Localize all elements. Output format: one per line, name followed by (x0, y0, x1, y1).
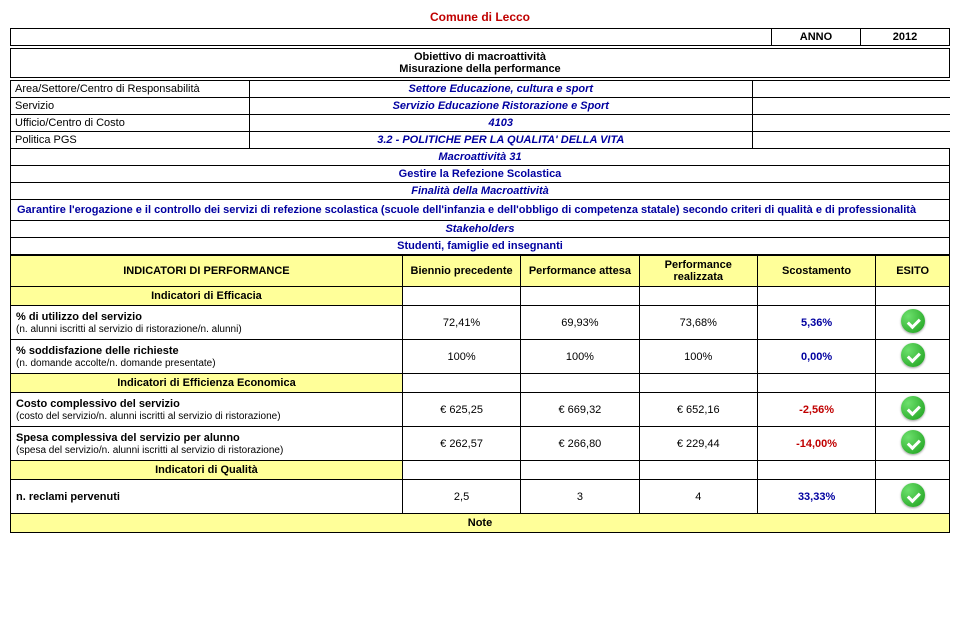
meta-label: Ufficio/Centro di Costo (10, 115, 249, 131)
municipality-header: Comune di Lecco (10, 10, 950, 24)
row-label: % di utilizzo del servizio (16, 311, 142, 323)
col-scost: Scostamento (757, 256, 875, 287)
table-row: % soddisfazione delle richieste(n. doman… (11, 340, 950, 374)
subheader-line2: Misurazione della performance (13, 63, 947, 75)
cell-realizzata: 73,68% (639, 306, 757, 340)
row-label: n. reclami pervenuti (16, 491, 120, 503)
table-row: Spesa complessiva del servizio per alunn… (11, 427, 950, 461)
meta-value: 3.2 - POLITICHE PER LA QUALITA' DELLA VI… (249, 132, 753, 148)
col-esito: ESITO (876, 256, 950, 287)
cell-attesa: € 669,32 (521, 393, 639, 427)
check-icon (901, 483, 925, 507)
meta-label: Politica PGS (10, 132, 249, 148)
meta-value: Settore Educazione, cultura e sport (249, 81, 753, 97)
row-label: Spesa complessiva del servizio per alunn… (16, 432, 240, 444)
row-label: % soddisfazione delle richieste (16, 345, 179, 357)
cell-esito (876, 480, 950, 514)
cell-scost: 5,36% (757, 306, 875, 340)
cell-esito (876, 427, 950, 461)
finalita-text: Garantire l'erogazione e il controllo de… (10, 200, 950, 221)
section-efficacia: Indicatori di Efficacia (11, 287, 403, 306)
col-attesa: Performance attesa (521, 256, 639, 287)
meta-value: 4103 (249, 115, 753, 131)
finalita-label: Finalità della Macroattività (10, 183, 950, 200)
cell-biennio: € 262,57 (402, 427, 520, 461)
cell-attesa: 69,93% (521, 306, 639, 340)
cell-scost: -2,56% (757, 393, 875, 427)
row-sub: (n. alunni iscritti al servizio di risto… (16, 324, 242, 335)
subheader: Obiettivo di macroattività Misurazione d… (10, 48, 950, 78)
row-label: Costo complessivo del servizio (16, 398, 180, 410)
check-icon (901, 309, 925, 333)
cell-biennio: € 625,25 (402, 393, 520, 427)
macro-value: Gestire la Refezione Scolastica (10, 166, 950, 183)
cell-biennio: 100% (402, 340, 520, 374)
check-icon (901, 396, 925, 420)
note-header: Note (11, 514, 950, 533)
subheader-line1: Obiettivo di macroattività (13, 51, 947, 63)
check-icon (901, 343, 925, 367)
table-row: Costo complessivo del servizio(costo del… (11, 393, 950, 427)
meta-label: Servizio (10, 98, 249, 114)
section-qualita: Indicatori di Qualità (11, 461, 403, 480)
cell-attesa: 3 (521, 480, 639, 514)
cell-esito (876, 306, 950, 340)
check-icon (901, 430, 925, 454)
year-value: 2012 (861, 29, 949, 45)
cell-scost: 33,33% (757, 480, 875, 514)
section-efficienza: Indicatori di Efficienza Economica (11, 374, 403, 393)
meta-label: Area/Settore/Centro di Responsabilità (10, 81, 249, 97)
row-sub: (spesa del servizio/n. alunni iscritti a… (16, 445, 283, 456)
row-sub: (n. domande accolte/n. domande presentat… (16, 358, 216, 369)
performance-table: INDICATORI DI PERFORMANCE Biennio preced… (10, 255, 950, 533)
meta-value: Servizio Educazione Ristorazione e Sport (249, 98, 753, 114)
cell-realizzata: € 652,16 (639, 393, 757, 427)
cell-biennio: 2,5 (402, 480, 520, 514)
cell-esito (876, 393, 950, 427)
table-row: n. reclami pervenuti 2,5 3 4 33,33% (11, 480, 950, 514)
stakeholders-value: Studenti, famiglie ed insegnanti (10, 238, 950, 255)
cell-scost: -14,00% (757, 427, 875, 461)
cell-realizzata: € 229,44 (639, 427, 757, 461)
cell-realizzata: 4 (639, 480, 757, 514)
cell-attesa: € 266,80 (521, 427, 639, 461)
meta-block: Area/Settore/Centro di Responsabilità Se… (10, 80, 950, 149)
col-realizzata: Performance realizzata (639, 256, 757, 287)
table-row: % di utilizzo del servizio(n. alunni isc… (11, 306, 950, 340)
row-sub: (costo del servizio/n. alunni iscritti a… (16, 411, 281, 422)
macro-label: Macroattività 31 (10, 149, 950, 166)
col-biennio: Biennio precedente (402, 256, 520, 287)
cell-biennio: 72,41% (402, 306, 520, 340)
col-indicator: INDICATORI DI PERFORMANCE (11, 256, 403, 287)
cell-realizzata: 100% (639, 340, 757, 374)
cell-scost: 0,00% (757, 340, 875, 374)
year-row: ANNO 2012 (10, 28, 950, 46)
year-label: ANNO (772, 29, 861, 45)
cell-esito (876, 340, 950, 374)
stakeholders-label: Stakeholders (10, 221, 950, 238)
cell-attesa: 100% (521, 340, 639, 374)
